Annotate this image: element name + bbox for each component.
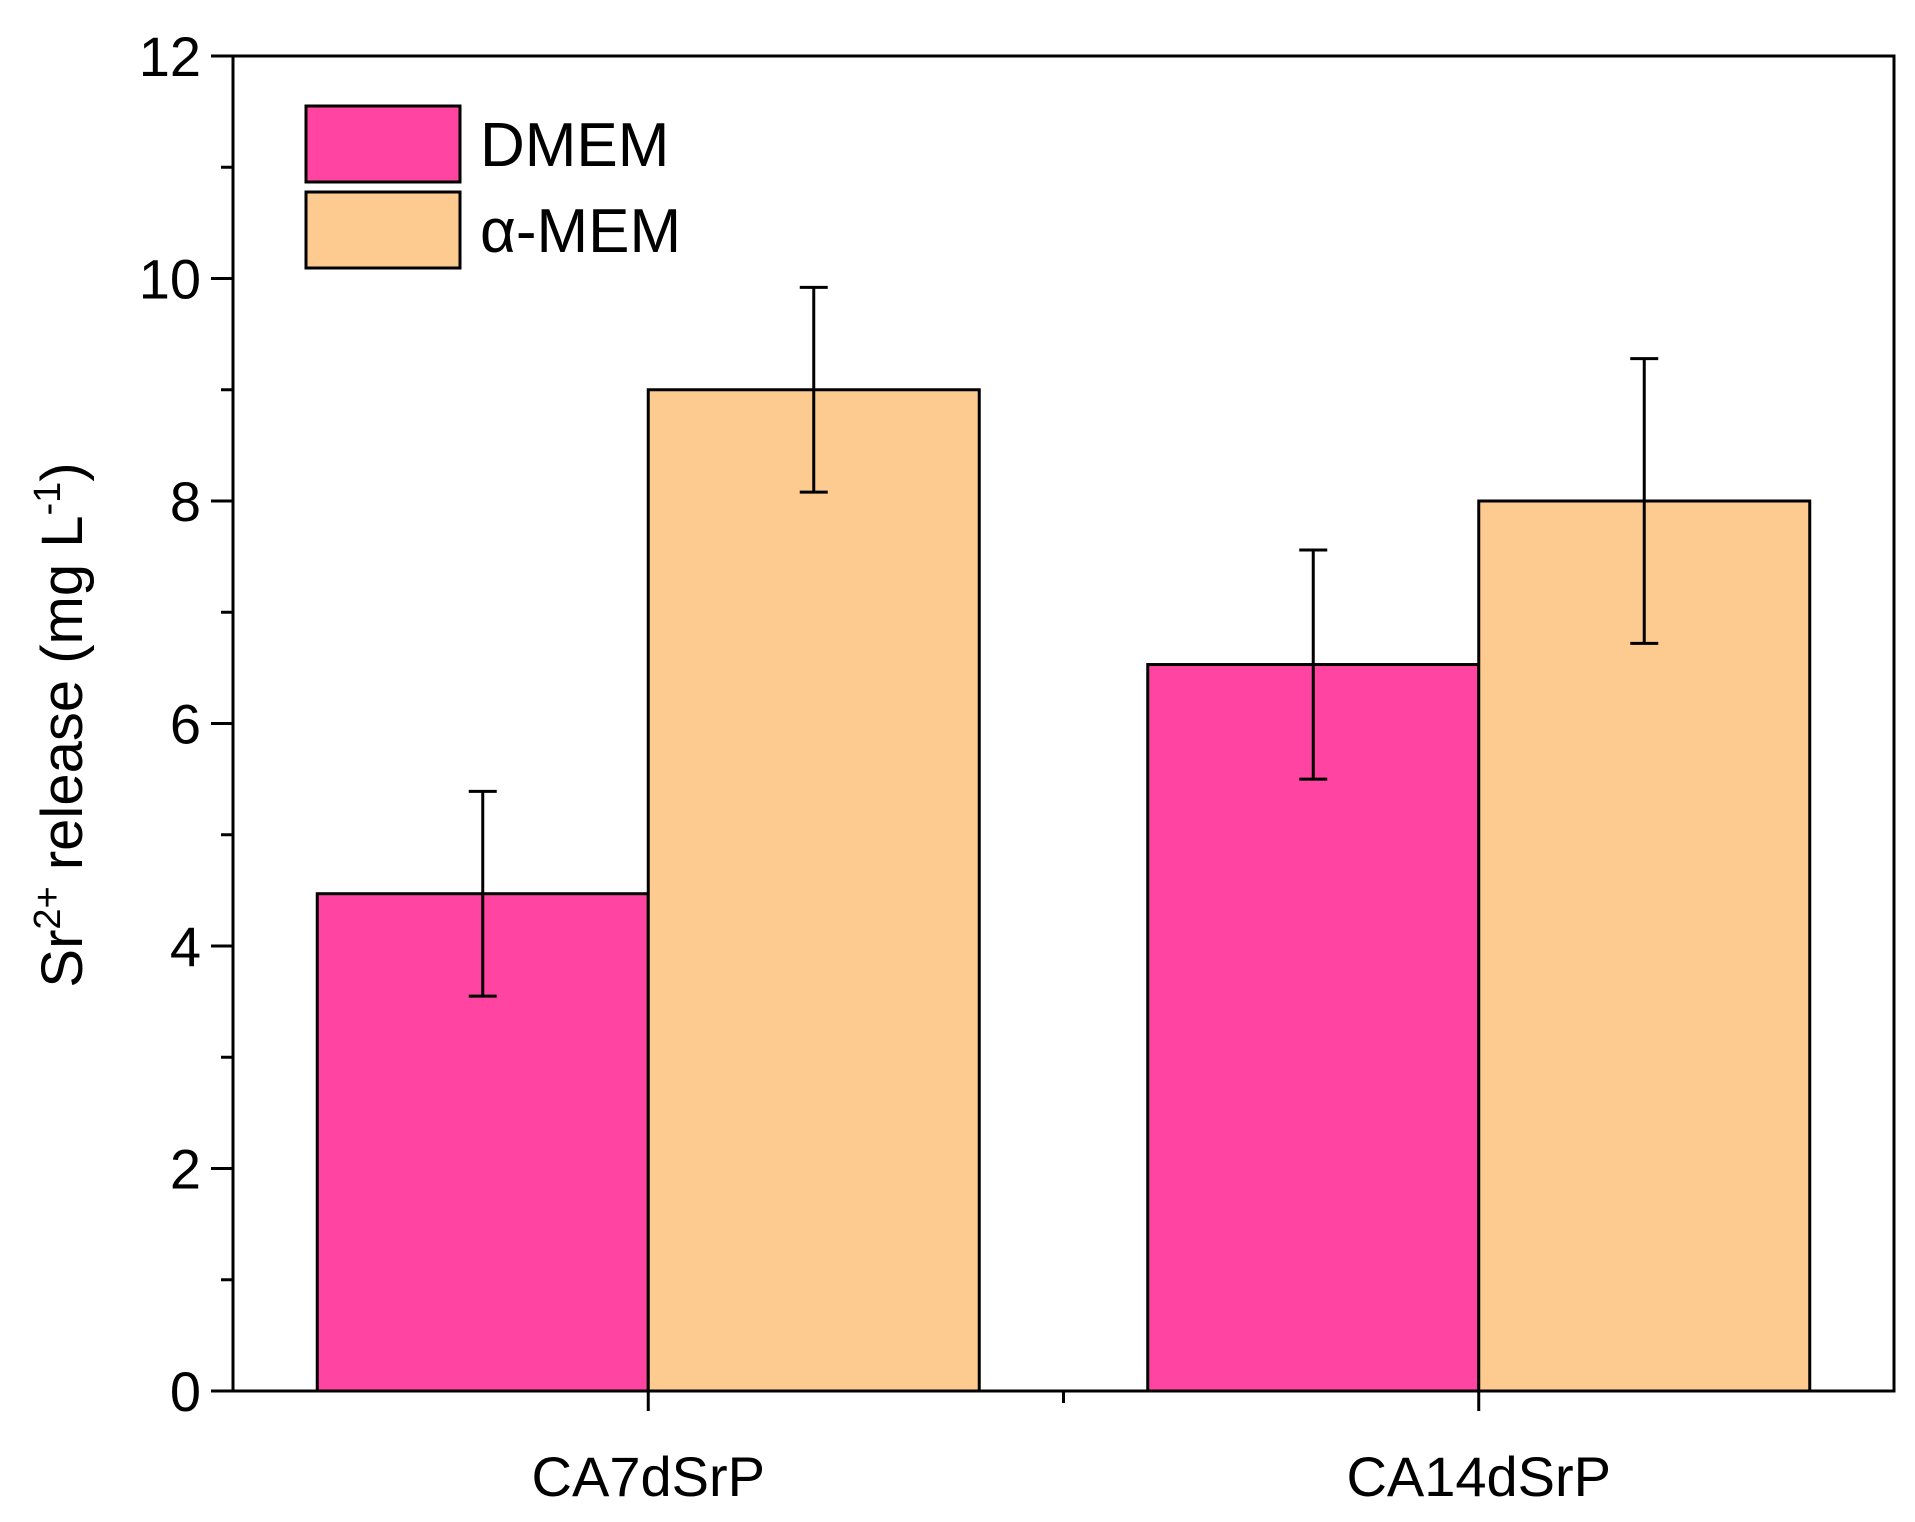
y-axis-title-base: Sr (30, 930, 95, 988)
y-tick-label: 0 (170, 1360, 201, 1423)
y-axis: 0 2 4 6 8 10 12 (139, 25, 233, 1423)
y-tick-label: 4 (170, 915, 201, 978)
legend: DMEM α-MEM (304, 104, 681, 270)
legend-swatch (304, 190, 462, 270)
bar (646, 388, 981, 1393)
legend-swatch (304, 104, 462, 184)
y-tick-label: 2 (170, 1138, 201, 1201)
y-axis-title-close: ) (30, 462, 95, 481)
x-tick-label: CA7dSrP (532, 1445, 765, 1508)
y-tick-label: 6 (170, 693, 201, 756)
y-axis-title-ion-charge: 2+ (27, 886, 69, 929)
y-axis-title-text: release (mg L (30, 516, 95, 887)
y-axis-title: Sr2+ release (mg L-1) (27, 462, 95, 987)
y-axis-title-unit-exponent: -1 (27, 482, 69, 516)
y-tick-label: 8 (170, 470, 201, 533)
x-tick-label: CA14dSrP (1346, 1445, 1611, 1508)
plot-area (315, 285, 1812, 1393)
legend-label: α-MEM (480, 197, 681, 266)
y-tick-label: 10 (139, 248, 201, 311)
x-axis: CA7dSrP CA14dSrP (532, 1391, 1611, 1508)
y-tick-label: 12 (139, 25, 201, 88)
legend-label: DMEM (480, 111, 669, 180)
